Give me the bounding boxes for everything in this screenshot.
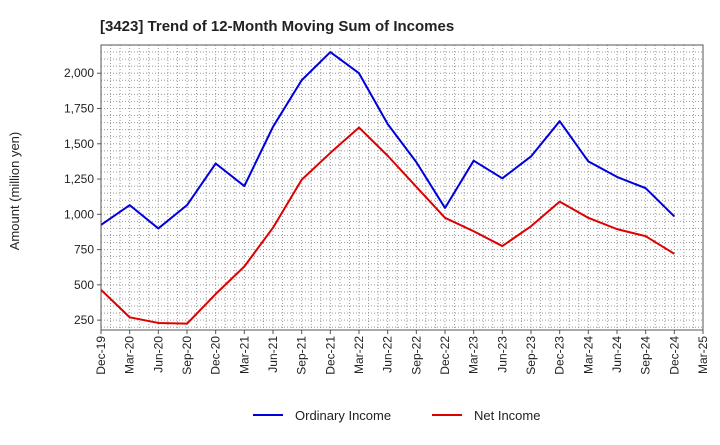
x-tick-label: Jun-21	[266, 336, 280, 373]
x-tick-label: Mar-22	[352, 336, 366, 374]
x-tick-label: Dec-24	[667, 336, 681, 375]
x-tick-label: Sep-22	[409, 336, 423, 375]
x-tick-label: Jun-22	[381, 336, 395, 373]
y-tick-label: 1,750	[64, 101, 94, 115]
y-tick-label: 1,000	[64, 207, 94, 221]
y-tick-label: 1,500	[64, 137, 94, 151]
plot-area-frame	[100, 44, 704, 331]
y-tick-label: 250	[74, 313, 94, 327]
legend-label-1: Net Income	[474, 408, 540, 423]
x-tick-label: Jun-24	[610, 336, 624, 373]
x-tick-label: Mar-24	[581, 336, 595, 374]
x-tick-label: Mar-25	[696, 336, 710, 374]
y-axis-ticks: 250 500 750 1,000 1,250 1,500 1,750 2,000	[64, 66, 101, 327]
x-tick-label: Dec-22	[438, 336, 452, 375]
y-tick-label: 1,250	[64, 172, 94, 186]
x-tick-label: Jun-23	[495, 336, 509, 373]
x-tick-label: Dec-21	[323, 336, 337, 375]
y-tick-label: 2,000	[64, 66, 94, 80]
y-tick-label: 500	[74, 278, 94, 292]
x-tick-label: Jun-20	[151, 336, 165, 373]
x-tick-label: Dec-20	[209, 336, 223, 375]
chart-title: [3423] Trend of 12-Month Moving Sum of I…	[100, 18, 454, 35]
series-line-1	[100, 126, 675, 325]
x-tick-label: Mar-21	[237, 336, 251, 374]
x-tick-label: Dec-19	[94, 336, 108, 375]
y-axis-label: Amount (million yen)	[7, 132, 22, 251]
x-tick-label: Mar-20	[123, 336, 137, 374]
legend: Ordinary Income Net Income	[253, 408, 540, 423]
x-tick-label: Sep-23	[524, 336, 538, 375]
grid	[101, 45, 703, 330]
x-axis-ticks: Dec-19 Mar-20 Jun-20 Sep-20 Dec-20 Mar-21 Jun-…	[94, 330, 710, 375]
x-tick-label: Mar-23	[467, 336, 481, 374]
series-lines	[100, 51, 676, 325]
legend-label-0: Ordinary Income	[295, 408, 391, 423]
y-tick-label: 750	[74, 243, 94, 257]
x-tick-label: Sep-20	[180, 336, 194, 375]
series-line-0	[100, 51, 676, 230]
x-tick-label: Sep-21	[295, 336, 309, 375]
x-tick-label: Sep-24	[639, 336, 653, 375]
x-tick-label: Dec-23	[553, 336, 567, 375]
